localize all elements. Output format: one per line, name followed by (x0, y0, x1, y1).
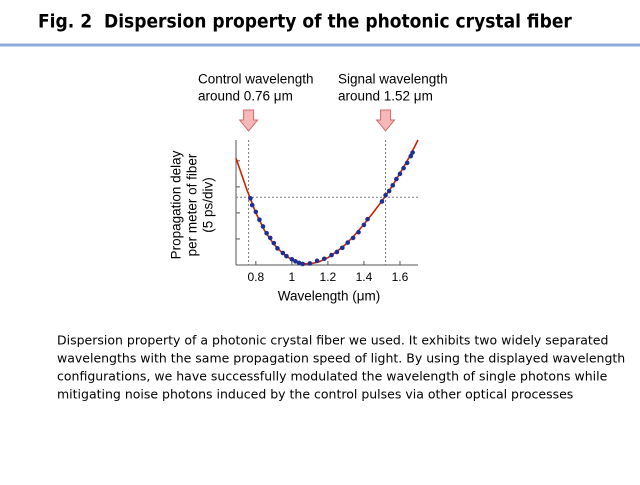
data-point (401, 165, 406, 171)
x-tick-label: 0.8 (247, 270, 264, 284)
data-point (404, 160, 410, 166)
data-point (383, 192, 388, 198)
data-point (361, 222, 367, 228)
x-tick-label: 1 (289, 270, 296, 284)
data-point (379, 199, 385, 204)
data-point (394, 176, 399, 182)
data-point (321, 256, 327, 262)
data-point (260, 224, 266, 229)
x-tick-label: 1.2 (320, 270, 337, 284)
data-point (390, 183, 396, 188)
slide-title: Fig. 2 Dispersion property of the photon… (38, 11, 572, 33)
data-point (329, 252, 334, 258)
data-point (257, 217, 262, 222)
data-point (267, 235, 273, 241)
data-point (314, 258, 320, 264)
caption: configurations, we have successfully mod… (57, 369, 608, 384)
x-tick-label: 1.6 (392, 270, 409, 284)
arrow (375, 109, 396, 132)
data-point (296, 260, 302, 266)
data-point (300, 261, 305, 267)
data-point (408, 153, 414, 159)
annotation: around 0.76 μm (198, 89, 293, 104)
annotation: Control wavelength (198, 72, 314, 87)
caption: mitigating noise photons induced by the … (57, 387, 573, 402)
arrow (238, 109, 259, 132)
x-tick-label: 1.4 (356, 270, 373, 284)
data-point (356, 229, 361, 235)
x-axis-label: Wavelength (μm) (278, 289, 381, 304)
data-point (293, 259, 298, 264)
data-point (410, 150, 415, 155)
data-point (365, 216, 370, 222)
data-point (249, 202, 255, 208)
data-point (275, 246, 280, 251)
annotation: around 1.52 μm (338, 89, 433, 104)
data-point (271, 240, 277, 246)
fit-curve (235, 139, 419, 265)
y-axis-label: Propagation delay (169, 150, 184, 259)
caption: Dispersion property of a photonic crysta… (57, 333, 608, 348)
data-point (386, 188, 392, 194)
data-point (340, 245, 345, 251)
data-point (284, 253, 289, 259)
data-point (248, 196, 253, 201)
caption: wavelengths with the same propagation sp… (57, 351, 625, 366)
data-point (289, 256, 295, 262)
data-point (334, 249, 340, 255)
data-point (253, 209, 259, 215)
data-point (345, 240, 351, 245)
data-point (350, 235, 356, 241)
data-point (307, 261, 313, 266)
data-point (264, 230, 269, 236)
y-axis-label: per meter of fiber (185, 153, 200, 256)
y-axis-label: (5 ps/div) (201, 177, 216, 233)
data-point (280, 250, 286, 256)
annotation: Signal wavelength (338, 72, 448, 87)
data-point (397, 171, 403, 177)
